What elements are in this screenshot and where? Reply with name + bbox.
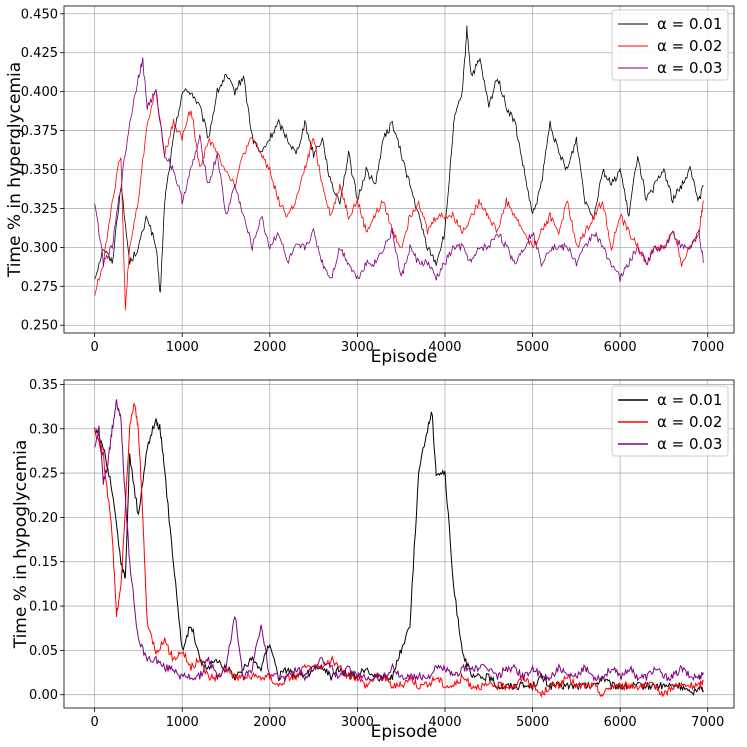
hyperglycemia-xtick-label-5: 5000 (516, 340, 549, 355)
hyperglycemia-xtick-label-3: 3000 (341, 340, 374, 355)
hyperglycemia-ytick-label-3: 0.325 (21, 202, 58, 217)
hyperglycemia-xtick-label-0: 0 (91, 340, 99, 355)
hyperglycemia-y-axis-title: Time % in hyperglycemia (5, 62, 25, 278)
hypoglycemia-ytick-label-2: 0.10 (29, 600, 58, 615)
hypoglycemia-xtick-label-3: 3000 (341, 715, 374, 730)
hypoglycemia-y-axis-title: Time % in hypoglycemia (11, 440, 31, 650)
hypoglycemia-legend: α = 0.01 α = 0.02 α = 0.03 (611, 385, 729, 457)
hyperglycemia-xtick-label-2: 2000 (253, 340, 286, 355)
hypoglycemia-xtick-label-1: 1000 (166, 715, 199, 730)
hypoglycemia-legend-box (611, 385, 729, 457)
hyperglycemia-xtick-label-4: 4000 (428, 340, 461, 355)
hyperglycemia-ytick-label-2: 0.300 (21, 241, 58, 256)
hypoglycemia-series-line-2 (94, 399, 704, 683)
hypoglycemia-xtick-label-6: 6000 (604, 715, 637, 730)
hyperglycemia-legend-box (611, 9, 729, 81)
hyperglycemia-ytick-label-0: 0.250 (21, 319, 58, 334)
hyperglycemia-ytick-label-8: 0.450 (21, 7, 58, 22)
hypoglycemia-legend-label-1: α = 0.02 (657, 413, 722, 431)
hypoglycemia-ytick-label-4: 0.20 (29, 511, 58, 526)
hypoglycemia-ytick-label-7: 0.35 (29, 378, 58, 393)
hypoglycemia-series-line-0 (94, 411, 704, 696)
hyperglycemia-series-line-0 (94, 25, 704, 293)
hyperglycemia-chart: 0 1000 2000 3000 4000 5000 6000 7000 0.250 0.275 0… (5, 5, 735, 367)
hyperglycemia-xtick-label-1: 1000 (166, 340, 199, 355)
hyperglycemia-legend-label-2: α = 0.03 (657, 59, 722, 77)
hypoglycemia-ytick-label-1: 0.05 (29, 644, 58, 659)
hypoglycemia-legend-label-2: α = 0.03 (657, 435, 722, 453)
hypoglycemia-xtick-label-4: 4000 (428, 715, 461, 730)
hyperglycemia-legend: α = 0.01 α = 0.02 α = 0.03 (611, 9, 729, 81)
hyperglycemia-xtick-label-7: 7000 (691, 340, 724, 355)
hypoglycemia-ytick-label-3: 0.15 (29, 555, 58, 570)
hyperglycemia-legend-label-0: α = 0.01 (657, 15, 722, 33)
hyperglycemia-ytick-label-6: 0.400 (21, 85, 58, 100)
hyperglycemia-xtick-label-6: 6000 (604, 340, 637, 355)
hypoglycemia-ytick-label-6: 0.30 (29, 422, 58, 437)
hypoglycemia-xtick-label-7: 7000 (691, 715, 724, 730)
hyperglycemia-ytick-label-7: 0.425 (21, 46, 58, 61)
hypoglycemia-xtick-label-0: 0 (91, 715, 99, 730)
hyperglycemia-x-axis-title: Episode (371, 347, 438, 367)
hyperglycemia-legend-label-1: α = 0.02 (657, 37, 722, 55)
hypoglycemia-chart: 0 1000 2000 3000 4000 5000 6000 7000 0.00 0.05 0.1… (11, 378, 735, 742)
hypoglycemia-xtick-label-2: 2000 (253, 715, 286, 730)
hypoglycemia-legend-label-0: α = 0.01 (657, 391, 722, 409)
hyperglycemia-ytick-label-4: 0.350 (21, 163, 58, 178)
hypoglycemia-ytick-label-5: 0.25 (29, 467, 58, 482)
hyperglycemia-series-line-1 (94, 88, 704, 311)
hyperglycemia-series-line-2 (94, 57, 704, 282)
hypoglycemia-x-axis-title: Episode (371, 722, 438, 742)
hypoglycemia-plot-frame (63, 379, 735, 709)
hypoglycemia-ytick-label-0: 0.00 (29, 688, 58, 703)
hypoglycemia-series-line-1 (94, 402, 704, 699)
hyperglycemia-ytick-label-1: 0.275 (21, 280, 58, 295)
hypoglycemia-xtick-label-5: 5000 (516, 715, 549, 730)
hyperglycemia-ytick-label-5: 0.375 (21, 124, 58, 139)
